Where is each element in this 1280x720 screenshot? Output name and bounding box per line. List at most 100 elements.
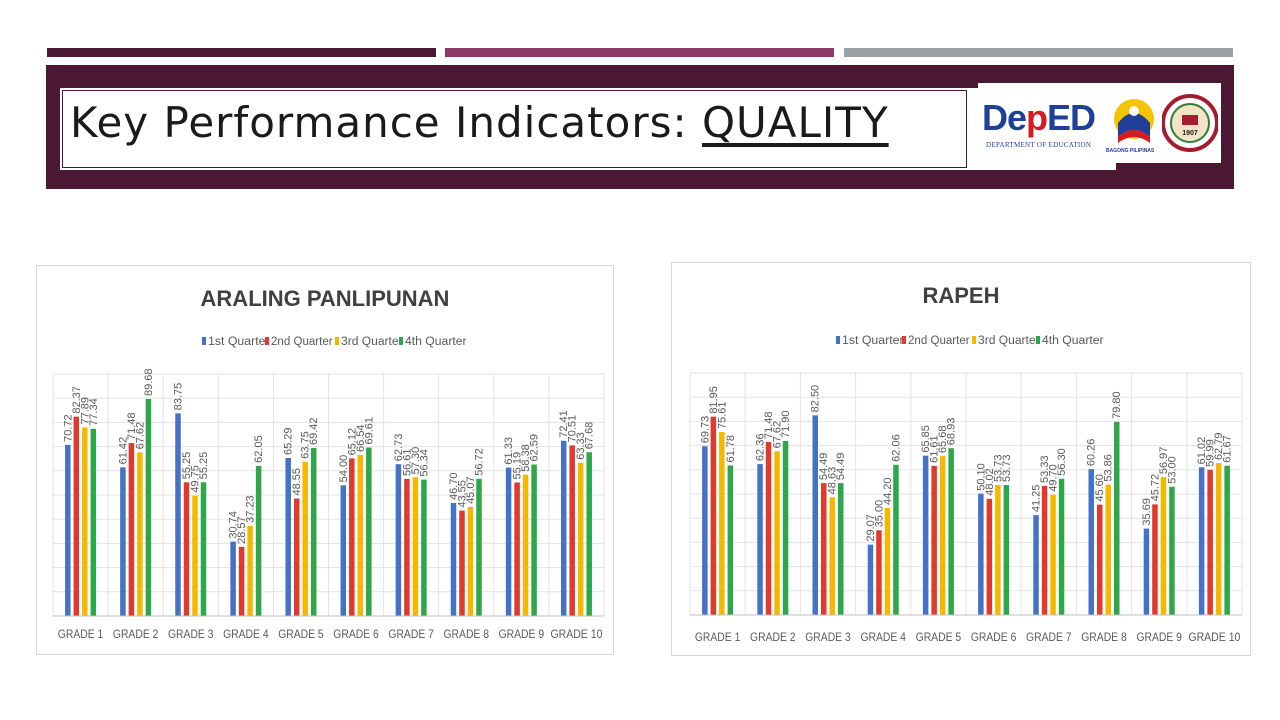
slide-title: Key Performance Indicators: QUALITY xyxy=(70,98,889,147)
data-label: 62.59 xyxy=(529,434,541,462)
bar-grade-10-q1 xyxy=(1198,467,1205,615)
chart-panel-araling-panlipunan: ARALING PANLIPUNAN 1st Quarter 2nd Quarter… xyxy=(36,265,614,655)
deped-logo: DepED xyxy=(982,97,1096,138)
data-label: 82.50 xyxy=(810,385,822,413)
bar-grade-4-q2 xyxy=(876,530,882,615)
data-label: 62.06 xyxy=(890,434,902,462)
legend-swatch-2 xyxy=(265,337,269,345)
header-stripe-dark xyxy=(47,48,436,57)
bar-grade-7-q2 xyxy=(1041,485,1048,615)
category-label: GRADE 1 xyxy=(58,629,104,641)
bar-grade-2-q4 xyxy=(145,398,152,616)
bar-grade-3-q4 xyxy=(838,483,844,615)
bar-grade-8-q1 xyxy=(450,502,457,616)
data-label: 70.51 xyxy=(567,415,579,443)
bar-grade-7-q3 xyxy=(412,477,419,616)
data-label: 53.86 xyxy=(1103,454,1115,482)
logo-strip: DepED DEPARTMENT OF EDUCATION BAGONG PIL… xyxy=(978,83,1221,163)
data-label: 61.67 xyxy=(1222,435,1234,463)
bar-chart-rapeh: RAPEH 1st Quarter 2nd Quarter 3rd Quarter 4t… xyxy=(689,283,1243,644)
data-label: 62.05 xyxy=(253,435,265,463)
bar-grade-9-q4 xyxy=(1169,486,1175,615)
bar-grade-8-q2 xyxy=(459,510,465,616)
bar-grade-3-q2 xyxy=(821,483,827,615)
bar-grade-5-q1 xyxy=(285,457,291,616)
data-label: 75.61 xyxy=(716,401,728,429)
data-label: 49.75 xyxy=(190,465,202,493)
bar-grade-3-q3 xyxy=(192,495,198,616)
bar-grade-7-q4 xyxy=(421,479,427,616)
bagong-pilipinas-label: BAGONG PILIPINAS xyxy=(1106,148,1155,154)
bar-grade-6-q4 xyxy=(1003,484,1010,615)
bar-grade-7-q1 xyxy=(1033,515,1039,615)
bar-grade-9-q3 xyxy=(522,474,529,616)
bar-grade-10-q2 xyxy=(569,445,575,616)
data-label: 65.85 xyxy=(920,425,932,453)
bar-grade-2-q1 xyxy=(757,464,763,615)
data-label: 59.99 xyxy=(1205,439,1217,467)
data-label: 50.10 xyxy=(975,463,987,491)
bar-grade-4-q3 xyxy=(884,508,891,615)
bar-grade-2-q2 xyxy=(765,442,772,615)
data-label: 49.70 xyxy=(1048,464,1060,492)
title-inner-frame xyxy=(62,90,967,168)
data-label: 61.78 xyxy=(725,435,737,463)
data-label: 48.63 xyxy=(827,467,839,495)
legend-swatch-2 xyxy=(902,336,906,344)
data-label: 56.34 xyxy=(418,449,430,477)
bar-grade-2-q2 xyxy=(128,443,135,616)
category-label: GRADE 4 xyxy=(223,629,269,641)
bar-grade-7-q2 xyxy=(404,479,410,616)
bar-grade-1-q3 xyxy=(82,427,88,616)
bar-grade-5-q1 xyxy=(922,455,929,615)
header-stripe-gray xyxy=(844,48,1233,57)
bar-grade-4-q3 xyxy=(247,525,253,616)
bar-grade-3-q3 xyxy=(829,497,835,615)
data-label: 55.19 xyxy=(512,452,524,480)
legend-swatch-1 xyxy=(836,336,840,344)
legend-entry-2: 2nd Quarter xyxy=(271,336,333,348)
bar-grade-8-q3 xyxy=(467,506,474,616)
data-label: 89.68 xyxy=(143,368,155,396)
data-label: 55.25 xyxy=(181,452,193,480)
data-label: 44.20 xyxy=(882,478,894,506)
bar-grade-6-q1 xyxy=(340,485,347,616)
legend-entry-4: 4th Quarter xyxy=(405,336,467,348)
legend-swatch-1 xyxy=(202,337,206,345)
bar-grade-3-q4 xyxy=(200,482,207,616)
bar-grade-6-q4 xyxy=(366,447,372,616)
bar-grade-10-q3 xyxy=(1215,463,1222,615)
data-label: 35.00 xyxy=(873,500,885,528)
category-label: GRADE 8 xyxy=(1081,632,1127,644)
data-label: 37.23 xyxy=(245,495,257,523)
data-label: 69.42 xyxy=(308,417,320,445)
bar-grade-9-q1 xyxy=(1143,528,1150,615)
category-label: GRADE 6 xyxy=(333,629,379,641)
bar-grade-1-q2 xyxy=(73,416,80,616)
chart-title: RAPEH xyxy=(922,283,999,308)
data-label: 41.25 xyxy=(1031,485,1043,513)
data-label: 63.75 xyxy=(300,431,312,459)
bar-grade-1-q4 xyxy=(90,428,97,616)
legend-swatch-4 xyxy=(1036,336,1040,344)
data-label: 53.73 xyxy=(992,454,1004,482)
category-label: GRADE 5 xyxy=(278,629,324,641)
bar-grade-5-q4 xyxy=(948,448,954,615)
category-label: GRADE 9 xyxy=(1136,632,1182,644)
slide-title-prefix: Key Performance Indicators: xyxy=(70,98,702,147)
bar-grade-10-q4 xyxy=(1224,465,1230,615)
data-label: 65.68 xyxy=(937,426,949,454)
bar-grade-4-q1 xyxy=(867,544,874,615)
category-label: GRADE 10 xyxy=(1188,632,1240,644)
category-label: GRADE 2 xyxy=(113,629,159,641)
data-label: 56.30 xyxy=(1056,448,1068,476)
data-label: 53.33 xyxy=(1039,455,1051,483)
bagong-pilipinas-logo-icon xyxy=(1114,99,1154,143)
bar-grade-9-q2 xyxy=(1152,504,1158,615)
data-label: 69.73 xyxy=(699,416,711,444)
data-label: 48.55 xyxy=(291,468,303,496)
data-label: 70.72 xyxy=(62,414,74,442)
data-label: 53.00 xyxy=(1166,456,1178,484)
bar-grade-8-q4 xyxy=(476,478,482,616)
bar-grade-3-q2 xyxy=(183,482,190,616)
